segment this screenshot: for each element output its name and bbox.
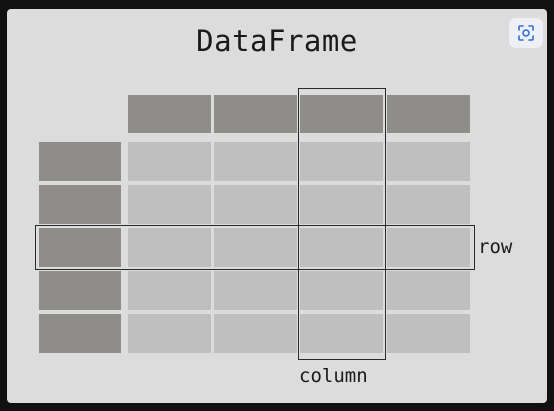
data-cell — [387, 271, 470, 310]
data-cell — [214, 228, 297, 267]
data-cell — [128, 314, 211, 353]
row-highlight-box — [35, 225, 475, 270]
focus-button[interactable] — [509, 18, 543, 48]
data-cell — [214, 314, 297, 353]
row-label: row — [478, 236, 513, 258]
data-cell — [300, 314, 383, 353]
data-cell — [128, 271, 211, 310]
focus-scan-icon — [518, 25, 534, 41]
data-cell — [387, 228, 470, 267]
data-cell — [387, 314, 470, 353]
column-header-cell — [128, 95, 211, 133]
row-index-cell — [39, 228, 121, 267]
row-index-cell — [39, 271, 121, 310]
diagram-card: DataFrame row column — [7, 9, 547, 403]
diagram-title: DataFrame — [196, 24, 358, 58]
data-cell — [214, 185, 297, 224]
data-cell — [387, 185, 470, 224]
data-cell — [300, 271, 383, 310]
column-highlight-box — [298, 88, 386, 360]
column-header-cell — [214, 95, 297, 133]
data-cell — [387, 142, 470, 181]
column-header-cell — [387, 95, 470, 133]
data-cell — [128, 228, 211, 267]
column-label: column — [299, 365, 368, 387]
data-cell — [300, 185, 383, 224]
data-cell — [300, 228, 383, 267]
data-cell — [214, 142, 297, 181]
row-index-cell — [39, 142, 121, 181]
data-cell — [300, 142, 383, 181]
data-cell — [128, 142, 211, 181]
row-index-cell — [39, 185, 121, 224]
data-cell — [128, 185, 211, 224]
column-header-cell — [300, 95, 383, 133]
row-index-cell — [39, 314, 121, 353]
data-cell — [214, 271, 297, 310]
